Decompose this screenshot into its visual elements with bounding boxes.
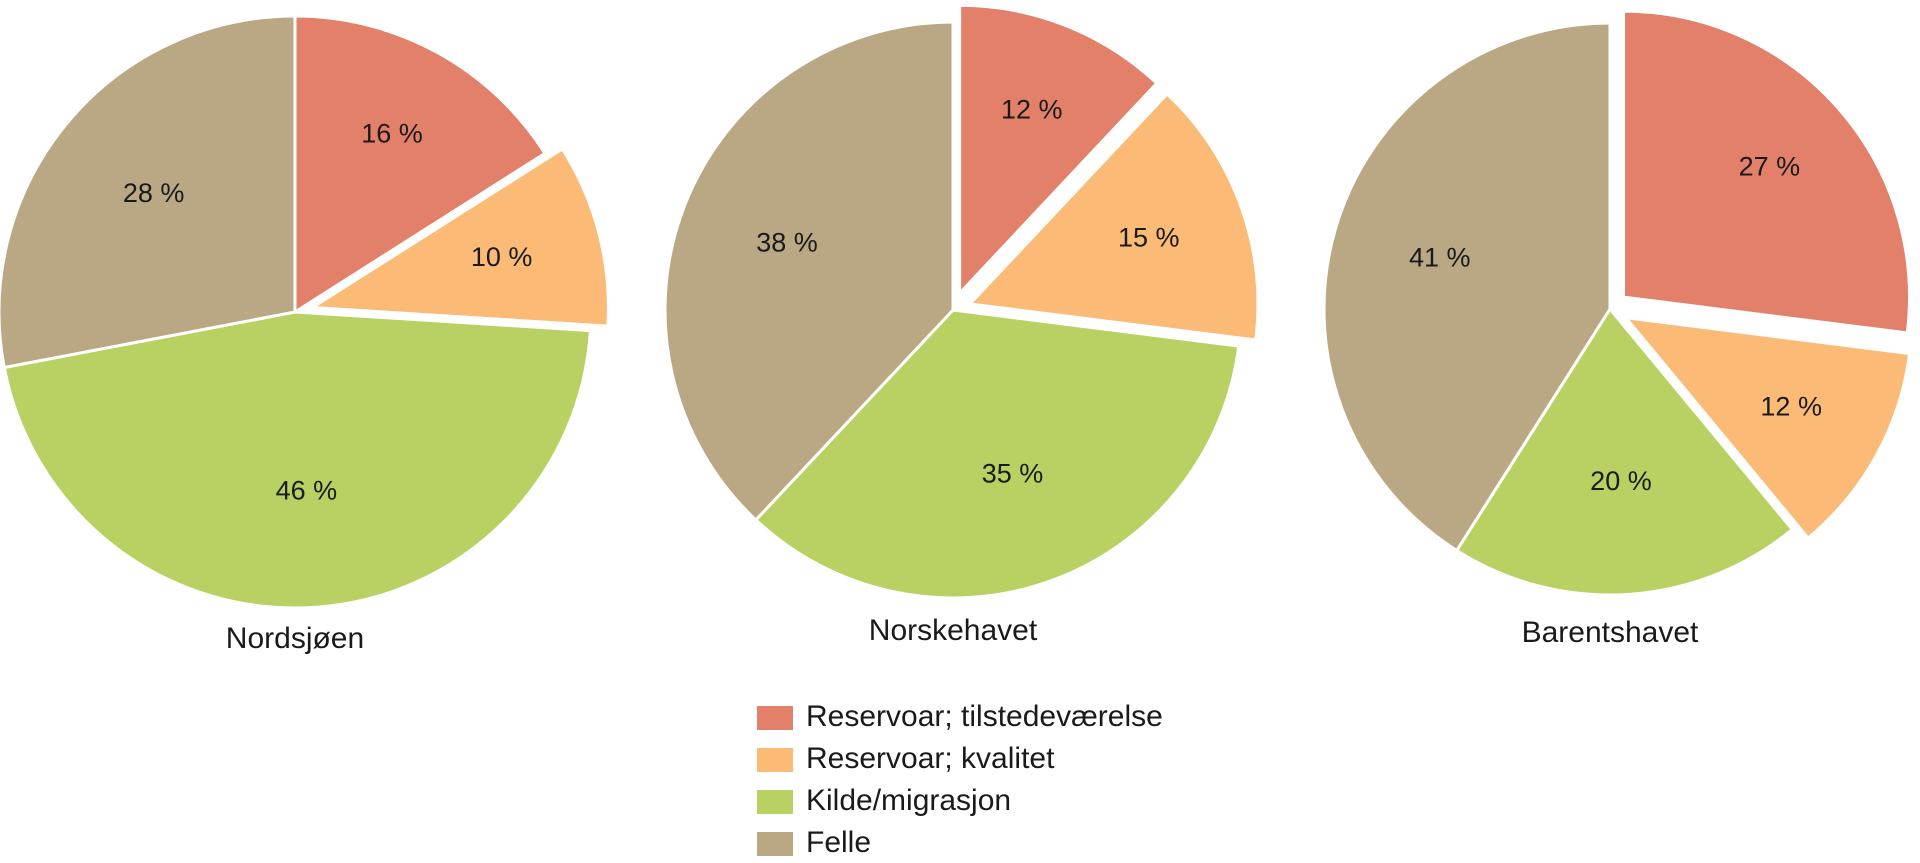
slice-value-label: 27 % xyxy=(1739,152,1801,182)
legend-swatch xyxy=(757,790,793,814)
slice-value-label: 38 % xyxy=(756,227,818,257)
legend-label: Reservoar; tilstedeværelse xyxy=(806,700,1163,733)
pie-chart-3: 27 % 12 % 20 % 41 % Barentshavet xyxy=(1322,9,1912,649)
legend: Reservoar; tilstedeværelse Reservoar; kva… xyxy=(757,700,1163,859)
pie-slice-2 xyxy=(1622,315,1912,541)
slice-value-label: 46 % xyxy=(276,475,338,505)
slice-value-label: 10 % xyxy=(471,242,533,272)
pie-slice-2 xyxy=(307,146,610,328)
pie-title: Nordsjøen xyxy=(226,622,364,655)
pie-slice-1 xyxy=(1622,9,1911,335)
slice-value-label: 12 % xyxy=(1760,392,1822,422)
slice-value-label: 41 % xyxy=(1409,243,1471,273)
pie-slice-4 xyxy=(0,14,297,370)
legend-swatch xyxy=(757,832,793,856)
pie-slice-2 xyxy=(966,91,1260,342)
slice-value-label: 28 % xyxy=(123,178,185,208)
pie-title: Norskehavet xyxy=(869,614,1038,647)
pie-slice-3 xyxy=(2,310,593,610)
pie-chart-1: 16 % 10 % 46 % 28 % Nordsjøen xyxy=(0,14,610,655)
pie-title: Barentshavet xyxy=(1522,616,1699,649)
pie-slice-4 xyxy=(1322,21,1612,553)
pie-chart-2: 12 % 15 % 35 % 38 % Norskehavet xyxy=(663,3,1260,647)
pie-slice-3 xyxy=(1454,306,1795,597)
slice-value-label: 15 % xyxy=(1118,223,1180,253)
legend-label: Reservoar; kvalitet xyxy=(806,742,1055,775)
legend-label: Felle xyxy=(806,826,871,859)
pie-slice-4 xyxy=(663,20,955,523)
legend-swatch xyxy=(757,748,793,772)
pie-slice-3 xyxy=(753,308,1241,600)
pie-slice-1 xyxy=(293,14,547,315)
legend-swatch xyxy=(757,706,793,730)
slice-value-label: 20 % xyxy=(1590,466,1652,496)
slice-value-label: 35 % xyxy=(982,458,1044,488)
slice-value-label: 16 % xyxy=(361,119,423,149)
pie-slice-1 xyxy=(958,3,1159,298)
slice-value-label: 12 % xyxy=(1001,94,1063,124)
legend-label: Kilde/migrasjon xyxy=(806,784,1011,817)
